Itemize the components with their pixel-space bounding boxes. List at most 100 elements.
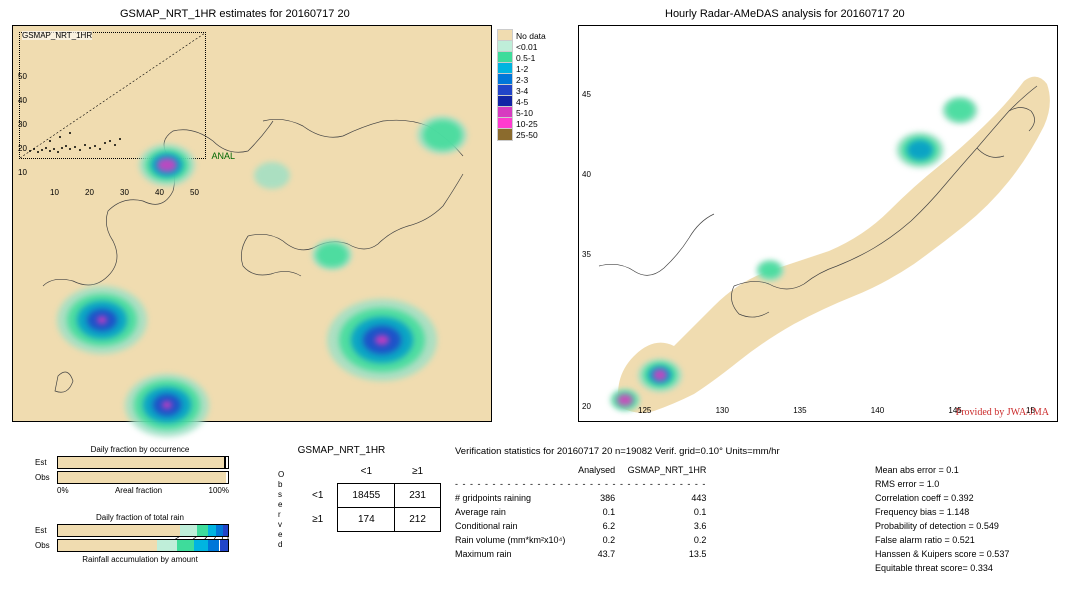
ct-c00: 18455 bbox=[338, 484, 395, 508]
color-legend: No data<0.010.5-11-22-33-44-55-1010-2525… bbox=[497, 30, 546, 140]
axis-tick-x: 125 bbox=[638, 406, 651, 415]
left-map-title: GSMAP_NRT_1HR estimates for 20160717 20 bbox=[120, 8, 350, 20]
ct-c10: 174 bbox=[338, 508, 395, 532]
occurrence-title: Daily fraction by occurrence bbox=[35, 445, 245, 454]
legend-swatch bbox=[497, 128, 513, 141]
ct-row1: <1 bbox=[298, 484, 338, 508]
precip-blob bbox=[254, 162, 290, 189]
precip-blob bbox=[157, 158, 176, 172]
precip-blob bbox=[375, 335, 388, 345]
legend-label: 5-10 bbox=[513, 108, 533, 118]
axis-tick-x: 145 bbox=[948, 406, 961, 415]
contingency-block: GSMAP_NRT_1HR <1 ≥1 <1 18455 231 ≥1 174 … bbox=[270, 445, 413, 532]
inset-tick-y: 50 bbox=[18, 72, 27, 81]
precip-blob bbox=[162, 401, 172, 409]
occurrence-block: Daily fraction by occurrence Est Obs 0% … bbox=[35, 445, 245, 495]
occ-obs-label: Obs bbox=[35, 473, 57, 482]
axis-tick-y: 35 bbox=[582, 250, 591, 259]
score-line: Frequency bias = 1.148 bbox=[875, 505, 1009, 519]
stats-row: Rain volume (mm*km²x10⁴)0.20.2 bbox=[455, 533, 718, 547]
score-line: Probability of detection = 0.549 bbox=[875, 519, 1009, 533]
precip-blob bbox=[316, 243, 347, 266]
bottom-section: Daily fraction by occurrence Est Obs 0% … bbox=[10, 445, 1070, 605]
stats-val-b: 443 bbox=[627, 491, 718, 505]
stats-block: Verification statistics for 20160717 20 … bbox=[455, 445, 1075, 561]
legend-label: 3-4 bbox=[513, 86, 528, 96]
stats-val-b: 0.2 bbox=[627, 533, 718, 547]
occ-axis-r: 100% bbox=[209, 486, 229, 495]
ct-col1: <1 bbox=[338, 460, 395, 484]
stats-label: Conditional rain bbox=[455, 519, 578, 533]
inset-tick-x: 10 bbox=[50, 188, 59, 197]
anal-label: ANAL bbox=[211, 151, 235, 161]
axis-tick-y: 20 bbox=[582, 402, 591, 411]
ct-c01: 231 bbox=[395, 484, 441, 508]
score-line: Hanssen & Kuipers score = 0.537 bbox=[875, 547, 1009, 561]
occ-axis-c: Areal fraction bbox=[115, 486, 162, 495]
stats-row: Average rain0.10.1 bbox=[455, 505, 718, 519]
occ-axis-l: 0% bbox=[57, 486, 69, 495]
stats-row: # gridpoints raining386443 bbox=[455, 491, 718, 505]
axis-tick-x: 15 bbox=[1026, 406, 1035, 415]
stats-val-b: 13.5 bbox=[627, 547, 718, 561]
score-line: False alarm ratio = 0.521 bbox=[875, 533, 1009, 547]
precip-blob bbox=[653, 369, 668, 380]
score-line: Correlation coeff = 0.392 bbox=[875, 491, 1009, 505]
inset-tick-y: 30 bbox=[18, 120, 27, 129]
inset-tick-y: 20 bbox=[18, 144, 27, 153]
stats-label: Average rain bbox=[455, 505, 578, 519]
inset-tick-x: 30 bbox=[120, 188, 129, 197]
legend-label: 1-2 bbox=[513, 64, 528, 74]
totalrain-block: Daily fraction of total rain Est Obs Rai… bbox=[35, 513, 245, 566]
inset-tick-x: 40 bbox=[155, 188, 164, 197]
precip-blob bbox=[946, 99, 974, 120]
stats-val-a: 0.1 bbox=[578, 505, 627, 519]
scores-block: Mean abs error = 0.1RMS error = 1.0Corre… bbox=[875, 463, 1009, 575]
stats-header: Verification statistics for 20160717 20 … bbox=[455, 445, 1075, 459]
tr-est-label: Est bbox=[35, 526, 57, 535]
stats-label: Rain volume (mm*km²x10⁴) bbox=[455, 533, 578, 547]
legend-label: 2-3 bbox=[513, 75, 528, 85]
inset-tick-x: 20 bbox=[85, 188, 94, 197]
axis-tick-x: 140 bbox=[871, 406, 884, 415]
inset-tick-y: 10 bbox=[18, 168, 27, 177]
occ-obs-bar bbox=[57, 471, 229, 484]
legend-label: 25-50 bbox=[513, 130, 538, 140]
legend-label: <0.01 bbox=[513, 42, 538, 52]
ct-c11: 212 bbox=[395, 508, 441, 532]
contingency-table: <1 ≥1 <1 18455 231 ≥1 174 212 bbox=[298, 460, 441, 532]
stats-dashline: - - - - - - - - - - - - - - - - - - - - … bbox=[455, 477, 718, 491]
stats-val-b: 0.1 bbox=[627, 505, 718, 519]
precip-blob bbox=[423, 120, 462, 149]
score-line: Equitable threat score= 0.334 bbox=[875, 561, 1009, 575]
legend-item: 25-50 bbox=[497, 129, 546, 140]
ct-row2: ≥1 bbox=[298, 508, 338, 532]
axis-tick-x: 135 bbox=[793, 406, 806, 415]
inset-tick-x: 50 bbox=[190, 188, 199, 197]
legend-label: 0.5-1 bbox=[513, 53, 535, 63]
stats-val-a: 0.2 bbox=[578, 533, 627, 547]
stats-colh-a: Analysed bbox=[578, 463, 627, 477]
right-map-title: Hourly Radar-AMeDAS analysis for 2016071… bbox=[665, 8, 905, 20]
axis-tick-y: 45 bbox=[582, 90, 591, 99]
stats-label: Maximum rain bbox=[455, 547, 578, 561]
occ-est-label: Est bbox=[35, 458, 57, 467]
ct-observed-label: Observed bbox=[278, 470, 284, 550]
ct-title: GSMAP_NRT_1HR bbox=[270, 445, 413, 456]
stats-label: # gridpoints raining bbox=[455, 491, 578, 505]
stats-val-a: 6.2 bbox=[578, 519, 627, 533]
stats-table: Analysed GSMAP_NRT_1HR - - - - - - - - -… bbox=[455, 463, 718, 561]
stats-val-b: 3.6 bbox=[627, 519, 718, 533]
legend-label: 10-25 bbox=[513, 119, 538, 129]
inset-tick-y: 40 bbox=[18, 96, 27, 105]
ct-col2: ≥1 bbox=[395, 460, 441, 484]
tr-obs-label: Obs bbox=[35, 541, 57, 550]
precip-blob bbox=[759, 262, 781, 278]
legend-label: No data bbox=[513, 31, 546, 41]
left-inset: GSMAP_NRT_1HR ANAL bbox=[19, 32, 206, 159]
score-line: Mean abs error = 0.1 bbox=[875, 463, 1009, 477]
occ-est-bar bbox=[57, 456, 229, 469]
stats-val-a: 386 bbox=[578, 491, 627, 505]
stats-colh-b: GSMAP_NRT_1HR bbox=[627, 463, 718, 477]
axis-tick-y: 40 bbox=[582, 170, 591, 179]
